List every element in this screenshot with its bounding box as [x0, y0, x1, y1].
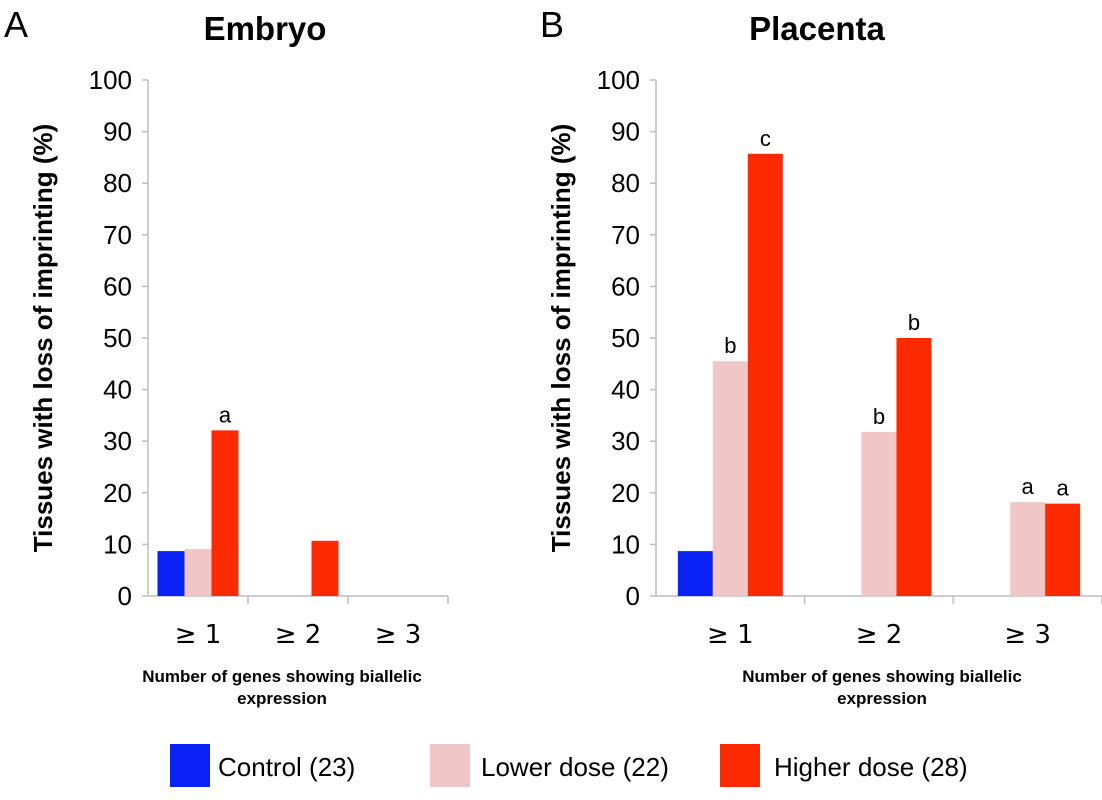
y-tick-label: 30 [103, 426, 132, 456]
bar [712, 361, 748, 596]
x-tick-label: ≥ 3 [375, 620, 422, 650]
x-axis-label: Number of genes showing biallelic express… [142, 667, 422, 708]
x-axis-label: Number of genes showing biallelic express… [742, 667, 1022, 708]
y-tick-label: 50 [611, 323, 640, 353]
bar [1045, 503, 1081, 596]
legend-swatch [430, 744, 470, 787]
data-label: c [760, 126, 771, 151]
y-tick-label: 80 [103, 168, 132, 198]
panel-letter: B [540, 4, 564, 45]
y-tick-label: 30 [611, 426, 640, 456]
legend-swatch [720, 744, 760, 787]
bar [861, 431, 897, 596]
y-tick-label: 60 [103, 271, 132, 301]
y-tick-label: 20 [103, 478, 132, 508]
bar [677, 551, 713, 596]
bar [157, 551, 185, 596]
bar [211, 430, 239, 596]
y-tick-label: 100 [597, 65, 640, 95]
x-tick-label: ≥ 2 [275, 620, 322, 650]
bar [184, 549, 212, 596]
y-tick-label: 20 [611, 478, 640, 508]
bar [1010, 502, 1046, 596]
data-label: a [219, 402, 232, 427]
legend-label: Higher dose (28) [774, 752, 968, 782]
data-label: b [724, 333, 736, 358]
x-tick-label: ≥ 2 [856, 620, 903, 650]
data-label: b [908, 310, 920, 335]
legend-label: Control (23) [218, 752, 355, 782]
panel-letter: A [4, 4, 28, 45]
y-tick-label: 50 [103, 323, 132, 353]
y-tick-label: 80 [611, 168, 640, 198]
y-tick-label: 70 [611, 220, 640, 250]
x-tick-label: ≥ 1 [175, 620, 222, 650]
y-tick-label: 40 [103, 375, 132, 405]
y-tick-label: 0 [626, 581, 640, 611]
bar [896, 338, 932, 596]
y-tick-label: 90 [103, 117, 132, 147]
y-axis-label: Tissues with loss of imprinting (%) [28, 124, 58, 553]
y-tick-label: 40 [611, 375, 640, 405]
data-label: a [1022, 474, 1035, 499]
legend-label: Lower dose (22) [481, 752, 669, 782]
bar [747, 153, 783, 596]
data-label: a [1057, 476, 1070, 501]
y-axis-label: Tissues with loss of imprinting (%) [546, 124, 576, 553]
chart-title: Embryo [204, 10, 327, 47]
chart-title: Placenta [749, 10, 885, 47]
y-tick-label: 0 [118, 581, 132, 611]
y-tick-label: 60 [611, 271, 640, 301]
x-tick-label: ≥ 1 [707, 620, 754, 650]
y-tick-label: 10 [103, 529, 132, 559]
legend-swatch [170, 744, 210, 787]
y-tick-label: 70 [103, 220, 132, 250]
y-tick-label: 90 [611, 117, 640, 147]
y-tick-label: 10 [611, 529, 640, 559]
data-label: b [873, 404, 885, 429]
x-tick-label: ≥ 3 [1004, 620, 1051, 650]
bar [311, 540, 339, 596]
y-tick-label: 100 [89, 65, 132, 95]
